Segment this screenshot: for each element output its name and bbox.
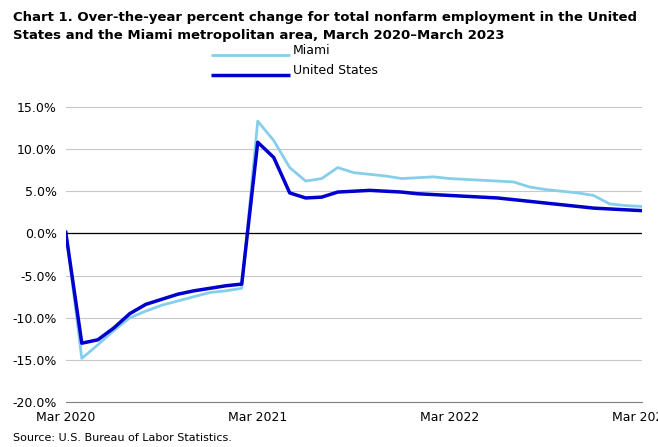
Text: Miami: Miami: [293, 44, 330, 57]
Text: Source: U.S. Bureau of Labor Statistics.: Source: U.S. Bureau of Labor Statistics.: [13, 433, 232, 443]
Text: Chart 1. Over-the-year percent change for total nonfarm employment in the United: Chart 1. Over-the-year percent change fo…: [13, 11, 637, 24]
Text: States and the Miami metropolitan area, March 2020–March 2023: States and the Miami metropolitan area, …: [13, 29, 505, 42]
Text: United States: United States: [293, 64, 378, 77]
